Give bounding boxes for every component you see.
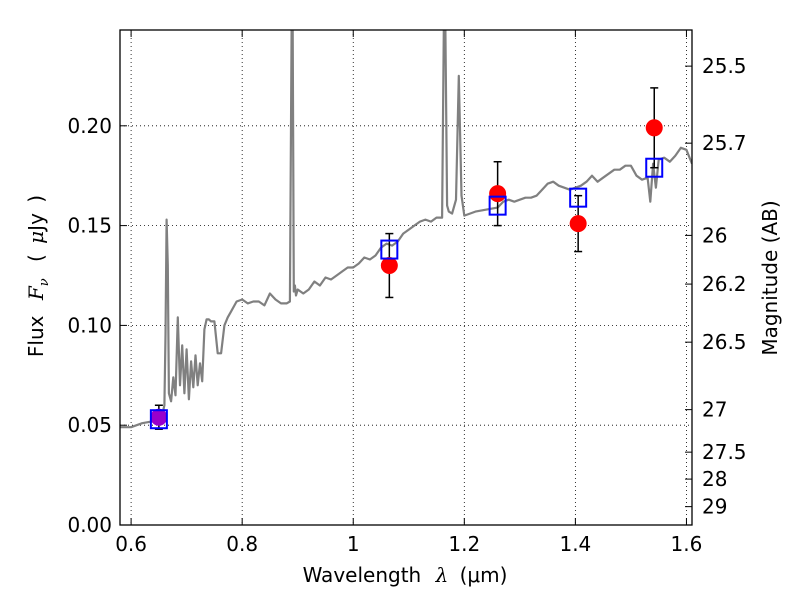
x-tick-label-3: 1.2 (448, 532, 480, 556)
y2-tick-label-7: 28 (702, 467, 727, 491)
y-tick-label-0: 0.00 (67, 513, 112, 537)
x-axis-label-text: Wavelength (303, 563, 422, 587)
model-point-4 (645, 157, 664, 178)
x-tick-label-5: 1.6 (671, 532, 703, 556)
y2-tick-label-2: 26 (702, 223, 727, 247)
y2-axis-label: Magnitude (AB) (758, 200, 782, 355)
y-axis-label-mu: μ (24, 231, 48, 244)
observed-point-0 (150, 408, 168, 426)
model-point-2 (488, 195, 507, 216)
y2-tick-label-0: 25.5 (702, 54, 747, 78)
x-tick-label-2: 1 (347, 532, 360, 556)
y-axis-label-jy: Jy (24, 213, 48, 233)
x-tick-label-0: 0.6 (115, 532, 147, 556)
y2-tick-label-4: 26.5 (702, 330, 747, 354)
model-point-1 (380, 239, 399, 260)
y-axis-label: Flux Fν ( μJy ) (24, 195, 53, 357)
plot-data (120, 30, 692, 430)
y-tick-label-3: 0.15 (67, 214, 112, 238)
x-tick-label-1: 0.8 (226, 532, 258, 556)
y-tick-label-2: 0.10 (67, 313, 112, 337)
observed-point-2 (489, 185, 507, 203)
y2-tick-label-6: 27.5 (702, 440, 747, 464)
plot-frame (119, 29, 693, 526)
y-axis-label-paren-close: ) (24, 195, 48, 203)
x-tick-label-4: 1.4 (559, 532, 591, 556)
y2-tick-label-5: 27 (702, 398, 727, 422)
y2-tick-label-3: 26.2 (702, 272, 747, 296)
observed-point-3 (569, 215, 587, 233)
y2-tick-label-8: 29 (702, 495, 727, 519)
y-tick-label-4: 0.20 (67, 114, 112, 138)
y-tick-label-1: 0.05 (67, 413, 112, 437)
x-axis-label: Wavelength λ (μm) (303, 563, 508, 587)
y-axis-label-paren-open: ( (24, 254, 48, 262)
y-axis-label-text: Flux (24, 315, 48, 357)
spectrum-line (120, 30, 692, 429)
grid-lines (120, 30, 692, 526)
model-point-3 (569, 187, 588, 208)
x-axis-label-unit: (μm) (460, 563, 508, 587)
observed-point-1 (380, 257, 398, 275)
y-axis-label-subscript: ν (37, 278, 52, 286)
x-axis-label-symbol: λ (435, 563, 449, 587)
observed-point-4 (645, 119, 663, 137)
axis-ticks: 0.6 0.8 1 1.2 1.4 1.6 0.00 0.05 0.10 0.15 0.20 25.5… (67, 30, 747, 556)
y-axis-label-symbol: F (24, 285, 48, 301)
model-point-0 (149, 409, 168, 430)
y2-tick-label-1: 25.7 (702, 131, 747, 155)
